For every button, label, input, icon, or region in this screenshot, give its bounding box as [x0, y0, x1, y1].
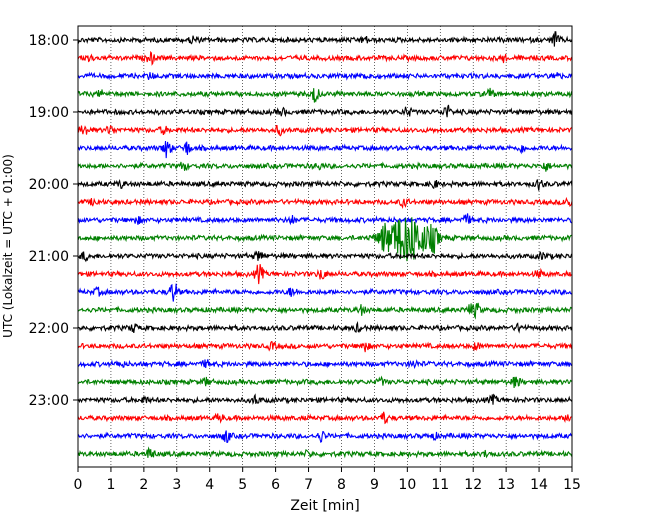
y-axis-ticks: 18:00 19:00 20:00 21:00 22:00 23:00 [29, 33, 78, 409]
trace-2200 [77, 320, 573, 334]
trace-2130 [77, 283, 573, 302]
x-tick-label-9: 9 [370, 477, 379, 493]
y-tick-label-2300: 23:00 [29, 393, 69, 409]
trace-2100 [77, 250, 573, 263]
trace-1915 [77, 124, 573, 137]
trace-2145 [77, 302, 573, 320]
trace-2245 [77, 375, 573, 389]
trace-1930 [77, 140, 573, 159]
x-axis-label: Zeit [min] [290, 498, 359, 514]
x-axis-ticks: 0 1 2 3 4 5 6 7 8 9 10 11 12 13 14 15 [74, 467, 581, 493]
y-tick-label-2100: 21:00 [29, 249, 69, 265]
trace-1800 [77, 31, 573, 47]
y-axis-label: UTC (Lokalzeit = UTC + 01:00) [1, 154, 15, 338]
x-tick-label-3: 3 [172, 477, 181, 493]
x-tick-label-6: 6 [271, 477, 280, 493]
trace-1815 [77, 50, 573, 66]
x-tick-label-11: 11 [431, 477, 449, 493]
x-tick-label-2: 2 [139, 477, 148, 493]
trace-1830 [77, 71, 573, 81]
x-tick-label-13: 13 [497, 477, 515, 493]
x-tick-label-14: 14 [530, 477, 548, 493]
trace-2045 [77, 217, 573, 262]
trace-2315 [77, 411, 573, 425]
trace-2030 [77, 213, 573, 226]
trace-1845 [77, 87, 573, 103]
x-tick-label-15: 15 [563, 477, 581, 493]
x-tick-label-12: 12 [464, 477, 482, 493]
x-tick-label-5: 5 [238, 477, 247, 493]
x-tick-label-7: 7 [304, 477, 313, 493]
x-tick-label-8: 8 [337, 477, 346, 493]
trace-2300 [77, 393, 573, 406]
seismic-traces [77, 31, 573, 459]
y-tick-label-2200: 22:00 [29, 321, 69, 337]
plot-frame [77, 25, 573, 468]
trace-2215 [77, 340, 573, 353]
x-tick-label-10: 10 [398, 477, 416, 493]
y-tick-label-1800: 18:00 [29, 33, 69, 49]
trace-2115 [77, 264, 573, 285]
trace-2230 [77, 359, 573, 370]
trace-2330 [77, 430, 573, 444]
trace-2015 [77, 196, 573, 209]
trace-1900 [77, 104, 573, 118]
trace-2345 [77, 446, 573, 459]
trace-2000 [77, 179, 573, 191]
trace-1945 [77, 161, 573, 172]
x-tick-label-1: 1 [106, 477, 115, 493]
x-tick-label-0: 0 [74, 477, 83, 493]
y-tick-label-1900: 19:00 [29, 105, 69, 121]
x-tick-label-4: 4 [205, 477, 214, 493]
y-tick-label-2000: 20:00 [29, 177, 69, 193]
